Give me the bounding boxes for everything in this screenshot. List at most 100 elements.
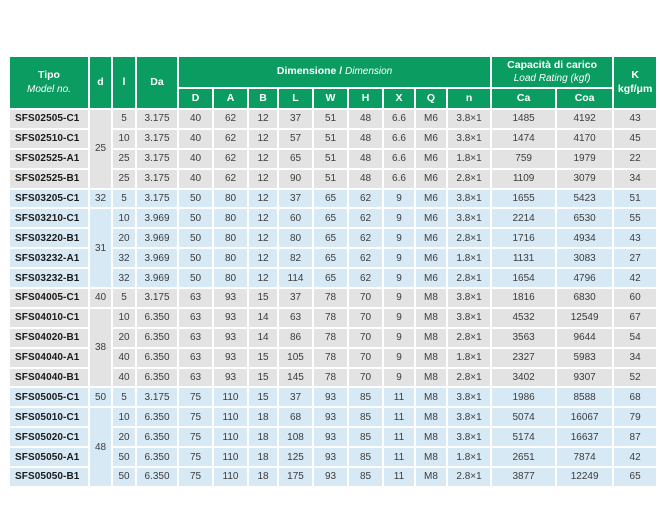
value-cell: 3.8×1 (445, 187, 493, 210)
header-col-Coa: Coa (555, 87, 615, 110)
value-cell: 6.350 (135, 366, 179, 389)
header-capacita-label: Capacità di carico (507, 58, 598, 71)
value-cell: 93 (312, 406, 349, 429)
value-cell: 65 (312, 267, 349, 290)
value-cell: 1986 (490, 386, 558, 409)
value-cell: 3.8×1 (445, 426, 493, 449)
value-cell: 3.8×1 (445, 207, 493, 230)
value-cell: 51 (312, 108, 349, 130)
value-cell: 85 (347, 446, 384, 469)
value-cell: 9 (382, 287, 416, 309)
value-cell: 4796 (555, 267, 615, 290)
value-cell: 15 (247, 346, 279, 369)
value-cell: 1109 (490, 167, 558, 190)
value-cell: 105 (277, 346, 314, 369)
value-cell: 22 (612, 147, 659, 170)
d-value-cell: 25 (88, 108, 113, 190)
value-cell: 78 (312, 306, 349, 329)
table-row: SFS02505-C1 25 5 3.175 40 62 12 37 51 48 6.6 M6 3.8×… (8, 108, 659, 190)
value-cell: 4170 (555, 127, 615, 150)
value-cell: 110 (212, 386, 249, 409)
value-cell: 6.6 (382, 127, 416, 150)
value-cell: 1.8×1 (445, 247, 493, 270)
value-cell: 2327 (490, 346, 558, 369)
value-cell: 51 (312, 127, 349, 150)
d-value-cell: 40 (88, 287, 113, 309)
value-cell: 48 (347, 127, 384, 150)
value-cell: 12 (247, 108, 279, 130)
value-cell: 75 (177, 406, 214, 429)
value-cell: 60 (612, 287, 659, 309)
model-no-cell: SFS04040-A1 (8, 346, 90, 369)
value-cell: 10 (111, 207, 137, 230)
value-cell: 3.175 (135, 187, 179, 210)
value-cell: M6 (414, 127, 448, 150)
value-cell: 78 (312, 287, 349, 309)
header-col-W: W (312, 87, 349, 110)
value-cell: 9644 (555, 326, 615, 349)
value-cell: 48 (347, 167, 384, 190)
value-cell: 6.6 (382, 147, 416, 170)
table-row: SFS05010-C1 48 10 6.350 75 110 18 68 93 85 11 M8 3.8… (8, 406, 659, 488)
header-d: d (88, 55, 113, 110)
value-cell: 65 (277, 147, 314, 170)
value-cell: 1131 (490, 247, 558, 270)
value-cell: 40 (177, 108, 214, 130)
value-cell: 62 (212, 127, 249, 150)
value-cell: M8 (414, 326, 448, 349)
value-cell: 3877 (490, 466, 558, 488)
value-cell: 12549 (555, 306, 615, 329)
value-cell: 20 (111, 227, 137, 250)
value-cell: 2.8×1 (445, 366, 493, 389)
header-col-L: L (277, 87, 314, 110)
value-cell: 3.175 (135, 147, 179, 170)
value-cell: 63 (177, 306, 214, 329)
value-cell: 5174 (490, 426, 558, 449)
value-cell: 20 (111, 326, 137, 349)
value-cell: 62 (347, 227, 384, 250)
value-cell: 80 (212, 187, 249, 210)
value-cell: 1.8×1 (445, 446, 493, 469)
value-cell: 70 (347, 326, 384, 349)
value-cell: 85 (347, 386, 384, 409)
value-cell: M8 (414, 386, 448, 409)
value-cell: 1716 (490, 227, 558, 250)
value-cell: 40 (111, 346, 137, 369)
value-cell: 6.6 (382, 167, 416, 190)
value-cell: 93 (312, 466, 349, 488)
header-dimension-italic: Dimension (342, 66, 393, 78)
header-load-rating-label: Load Rating (kgf) (513, 73, 591, 85)
header-l: l (111, 55, 137, 110)
value-cell: 54 (612, 326, 659, 349)
value-cell: 2.8×1 (445, 267, 493, 290)
value-cell: 1474 (490, 127, 558, 150)
model-no-cell: SFS05010-C1 (8, 406, 90, 429)
value-cell: 63 (177, 366, 214, 389)
header-da: Da (135, 55, 179, 110)
value-cell: 1979 (555, 147, 615, 170)
value-cell: 9 (382, 187, 416, 210)
value-cell: 70 (347, 306, 384, 329)
header-tipo-label: Tipo (38, 69, 60, 82)
value-cell: 3.8×1 (445, 108, 493, 130)
value-cell: 40 (111, 366, 137, 389)
value-cell: 48 (347, 108, 384, 130)
value-cell: 93 (212, 366, 249, 389)
value-cell: 10 (111, 127, 137, 150)
value-cell: 3.969 (135, 207, 179, 230)
value-cell: 80 (212, 227, 249, 250)
table-row: SFS02525-B1 25 3.175 40 62 12 90 51 48 6.6 M6 2.8×1… (8, 167, 659, 190)
table-row: SFS02525-A1 25 3.175 40 62 12 65 51 48 6.6 M6 1.8×1… (8, 147, 659, 170)
value-cell: 45 (612, 127, 659, 150)
header-col-A: A (212, 87, 249, 110)
value-cell: 3.175 (135, 127, 179, 150)
value-cell: 43 (612, 108, 659, 130)
value-cell: M6 (414, 147, 448, 170)
value-cell: 67 (612, 306, 659, 329)
value-cell: 27 (612, 247, 659, 270)
value-cell: 9 (382, 306, 416, 329)
value-cell: 52 (612, 366, 659, 389)
value-cell: 62 (347, 267, 384, 290)
value-cell: 80 (277, 227, 314, 250)
value-cell: 175 (277, 466, 314, 488)
